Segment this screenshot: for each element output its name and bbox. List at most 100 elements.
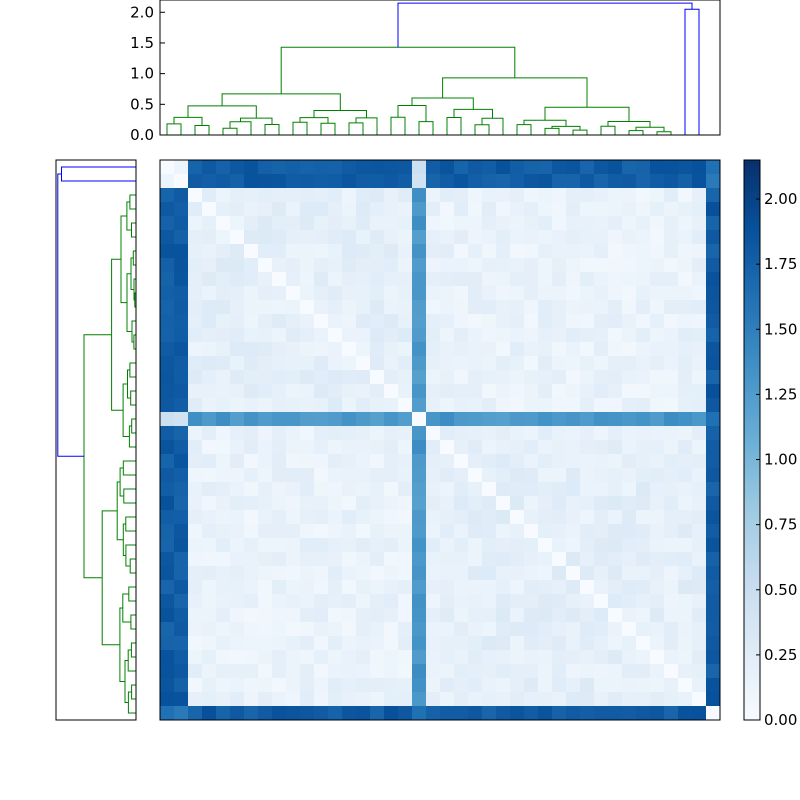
- heatmap-cell: [580, 258, 595, 273]
- heatmap-cell: [244, 244, 259, 259]
- heatmap-cell: [510, 650, 525, 665]
- heatmap-cell: [342, 258, 357, 273]
- heatmap-cell: [286, 286, 301, 301]
- heatmap-cell: [706, 426, 721, 441]
- heatmap-cell: [580, 160, 595, 175]
- heatmap-cell: [482, 482, 497, 497]
- dendrogram-tick-label: 0.5: [130, 95, 154, 113]
- heatmap-cell: [244, 566, 259, 581]
- heatmap-cell: [314, 426, 329, 441]
- heatmap-cell: [356, 524, 371, 539]
- heatmap-cell: [706, 566, 721, 581]
- heatmap-cell: [706, 188, 721, 203]
- heatmap-cell: [524, 188, 539, 203]
- heatmap-cell: [384, 622, 399, 637]
- heatmap-cell: [524, 538, 539, 553]
- heatmap-cell: [314, 510, 329, 525]
- heatmap-cell: [286, 412, 301, 427]
- heatmap-cell: [300, 342, 315, 357]
- heatmap-cell: [160, 482, 175, 497]
- heatmap-cell: [468, 594, 483, 609]
- heatmap-cell: [468, 244, 483, 259]
- heatmap-cell: [468, 174, 483, 189]
- heatmap-cell: [622, 356, 637, 371]
- heatmap-cell: [370, 300, 385, 315]
- heatmap-cell: [174, 496, 189, 511]
- heatmap-cell: [664, 230, 679, 245]
- heatmap-cell: [188, 300, 203, 315]
- heatmap-cell: [244, 328, 259, 343]
- heatmap-cell: [524, 552, 539, 567]
- heatmap-cell: [454, 398, 469, 413]
- heatmap-cell: [580, 328, 595, 343]
- heatmap-cell: [706, 622, 721, 637]
- heatmap-cell: [174, 230, 189, 245]
- heatmap-cell: [370, 356, 385, 371]
- heatmap-cell: [426, 538, 441, 553]
- heatmap-cell: [482, 454, 497, 469]
- heatmap-cell: [650, 272, 665, 287]
- heatmap-cell: [552, 566, 567, 581]
- heatmap-cell: [342, 314, 357, 329]
- heatmap-cell: [272, 356, 287, 371]
- heatmap-cell: [174, 370, 189, 385]
- heatmap-cell: [608, 398, 623, 413]
- heatmap-cell: [454, 440, 469, 455]
- heatmap-cell: [384, 258, 399, 273]
- heatmap-cell: [552, 314, 567, 329]
- heatmap-cell: [356, 468, 371, 483]
- heatmap-cell: [272, 650, 287, 665]
- heatmap-cell: [230, 370, 245, 385]
- heatmap-cell: [286, 692, 301, 707]
- heatmap-cell: [230, 258, 245, 273]
- heatmap-cell: [468, 328, 483, 343]
- heatmap-cell: [608, 440, 623, 455]
- heatmap-cell: [594, 328, 609, 343]
- heatmap-cell: [412, 468, 427, 483]
- heatmap-cell: [230, 412, 245, 427]
- dendrogram-tick-label: 1.0: [130, 65, 154, 83]
- heatmap-cell: [174, 300, 189, 315]
- heatmap-cell: [440, 160, 455, 175]
- heatmap-cell: [384, 412, 399, 427]
- heatmap-cell: [510, 160, 525, 175]
- heatmap-cell: [552, 174, 567, 189]
- heatmap-cell: [468, 160, 483, 175]
- heatmap-cell: [370, 692, 385, 707]
- heatmap-cell: [398, 608, 413, 623]
- heatmap-cell: [692, 552, 707, 567]
- heatmap-cell: [524, 678, 539, 693]
- heatmap-cell: [272, 230, 287, 245]
- heatmap-cell: [244, 692, 259, 707]
- heatmap-cell: [426, 594, 441, 609]
- heatmap-frame: [159, 159, 721, 721]
- heatmap-cell: [580, 412, 595, 427]
- heatmap-cell: [216, 482, 231, 497]
- heatmap-cell: [440, 426, 455, 441]
- heatmap-cell: [692, 440, 707, 455]
- heatmap-cell: [174, 566, 189, 581]
- heatmap-cell: [202, 468, 217, 483]
- heatmap-cell: [580, 510, 595, 525]
- heatmap-cell: [286, 454, 301, 469]
- heatmap-cell: [272, 258, 287, 273]
- heatmap-cell: [510, 608, 525, 623]
- heatmap-cell: [636, 636, 651, 651]
- heatmap-cell: [580, 300, 595, 315]
- heatmap-cell: [594, 678, 609, 693]
- dendrogram-link: [126, 201, 132, 231]
- heatmap-cell: [244, 216, 259, 231]
- heatmap-cell: [314, 440, 329, 455]
- heatmap-cell: [174, 636, 189, 651]
- heatmap-cell: [202, 244, 217, 259]
- heatmap-cell: [356, 342, 371, 357]
- heatmap-cell: [524, 230, 539, 245]
- heatmap-cell: [496, 160, 511, 175]
- heatmap-cell: [412, 454, 427, 469]
- heatmap-cell: [286, 594, 301, 609]
- heatmap-cell: [510, 300, 525, 315]
- heatmap-cell: [286, 272, 301, 287]
- heatmap-cell: [300, 552, 315, 567]
- heatmap-cell: [398, 496, 413, 511]
- heatmap-cell: [552, 524, 567, 539]
